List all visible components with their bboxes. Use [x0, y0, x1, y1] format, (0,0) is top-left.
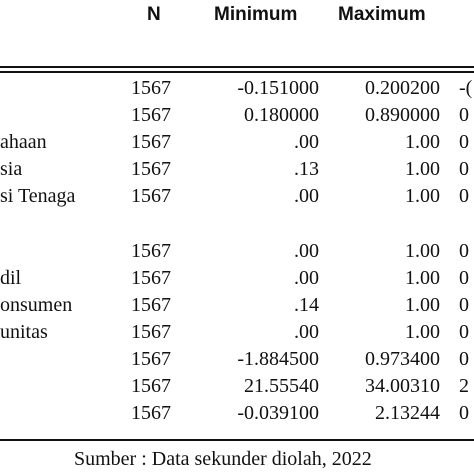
column-header-maximum: Maximum — [338, 4, 426, 25]
cell-truncated: 0 — [459, 104, 469, 126]
cell-minimum: .13 — [294, 158, 319, 180]
table-top-rule-double — [0, 71, 474, 73]
cell-n: 1567 — [131, 77, 171, 99]
row-label: sia — [0, 158, 23, 180]
table-body: 1567 -0.151000 0.200200 -( 1567 0.180000… — [0, 75, 474, 427]
cell-maximum: 1.00 — [405, 240, 440, 262]
column-header-minimum: Minimum — [214, 4, 298, 25]
cell-n: 1567 — [131, 321, 171, 343]
cell-n: 1567 — [131, 294, 171, 316]
table-row: 1567 -1.884500 0.973400 0 — [0, 346, 474, 373]
row-spacer — [0, 210, 474, 238]
cell-minimum: .14 — [294, 294, 319, 316]
cell-n: 1567 — [131, 158, 171, 180]
cell-truncated: 0 — [459, 294, 469, 316]
cell-maximum: 1.00 — [405, 267, 440, 289]
cell-n: 1567 — [131, 131, 171, 153]
column-header-n: N — [147, 4, 161, 25]
cell-truncated: 0 — [459, 131, 469, 153]
cell-n: 1567 — [131, 104, 171, 126]
cell-maximum: 2.13244 — [375, 402, 440, 424]
cell-maximum: 1.00 — [405, 294, 440, 316]
cell-n: 1567 — [131, 185, 171, 207]
cell-maximum: 0.200200 — [365, 77, 440, 99]
table-row: 1567 -0.151000 0.200200 -( — [0, 75, 474, 102]
cell-maximum: 1.00 — [405, 321, 440, 343]
cell-minimum: .00 — [294, 185, 319, 207]
cell-n: 1567 — [131, 267, 171, 289]
cell-maximum: 1.00 — [405, 131, 440, 153]
table-row: 1567 21.55540 34.00310 2 — [0, 373, 474, 400]
table-row: 1567 -0.039100 2.13244 0 — [0, 400, 474, 427]
cell-minimum: .00 — [294, 321, 319, 343]
table-row: 1567 0.180000 0.890000 0 — [0, 102, 474, 129]
cell-minimum: .00 — [294, 131, 319, 153]
row-label: onsumen — [0, 294, 73, 316]
table-row: unitas 1567 .00 1.00 0 — [0, 319, 474, 346]
cell-truncated: 0 — [459, 158, 469, 180]
table-row: dil 1567 .00 1.00 0 — [0, 265, 474, 292]
cell-maximum: 34.00310 — [365, 375, 440, 397]
table-bottom-rule — [0, 439, 474, 441]
table-top-rule — [0, 66, 474, 68]
table-row: 1567 .00 1.00 0 — [0, 238, 474, 265]
cell-minimum: -1.884500 — [237, 348, 319, 370]
table-row: ahaan 1567 .00 1.00 0 — [0, 129, 474, 156]
cell-n: 1567 — [131, 375, 171, 397]
cell-n: 1567 — [131, 402, 171, 424]
cell-minimum: .00 — [294, 267, 319, 289]
cell-maximum: 1.00 — [405, 158, 440, 180]
source-note: Sumber : Data sekunder diolah, 2022 — [74, 448, 372, 470]
cell-n: 1567 — [131, 240, 171, 262]
cell-minimum: 0.180000 — [244, 104, 319, 126]
cell-minimum: -0.151000 — [237, 77, 319, 99]
cell-minimum: .00 — [294, 240, 319, 262]
row-label: dil — [0, 267, 22, 289]
cell-minimum: 21.55540 — [244, 375, 319, 397]
table-row: sia 1567 .13 1.00 0 — [0, 156, 474, 183]
cell-truncated: 0 — [459, 402, 469, 424]
row-label: ahaan — [0, 131, 47, 153]
cell-truncated: 0 — [459, 348, 469, 370]
cell-n: 1567 — [131, 348, 171, 370]
table-row: onsumen 1567 .14 1.00 0 — [0, 292, 474, 319]
cell-minimum: -0.039100 — [237, 402, 319, 424]
cell-truncated: 0 — [459, 321, 469, 343]
cell-truncated: 2 — [459, 375, 469, 397]
cell-truncated: 0 — [459, 240, 469, 262]
cell-maximum: 0.973400 — [365, 348, 440, 370]
table-row: si Tenaga 1567 .00 1.00 0 — [0, 183, 474, 210]
cell-truncated: 0 — [459, 185, 469, 207]
cell-truncated: -( — [459, 77, 473, 99]
cell-maximum: 0.890000 — [365, 104, 440, 126]
row-label: si Tenaga — [0, 185, 76, 207]
cell-maximum: 1.00 — [405, 185, 440, 207]
cell-truncated: 0 — [459, 267, 469, 289]
row-label: unitas — [0, 321, 48, 343]
